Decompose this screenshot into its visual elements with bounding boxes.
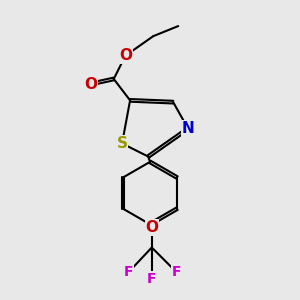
Text: F: F [147, 272, 157, 286]
Text: F: F [124, 265, 133, 279]
Text: S: S [117, 136, 128, 151]
Text: O: O [84, 76, 97, 92]
Text: N: N [182, 121, 194, 136]
Text: O: O [145, 220, 158, 235]
Text: O: O [119, 48, 132, 63]
Text: F: F [172, 265, 181, 279]
